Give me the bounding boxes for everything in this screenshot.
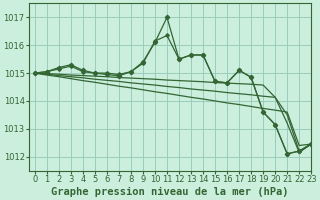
X-axis label: Graphe pression niveau de la mer (hPa): Graphe pression niveau de la mer (hPa): [51, 186, 289, 197]
